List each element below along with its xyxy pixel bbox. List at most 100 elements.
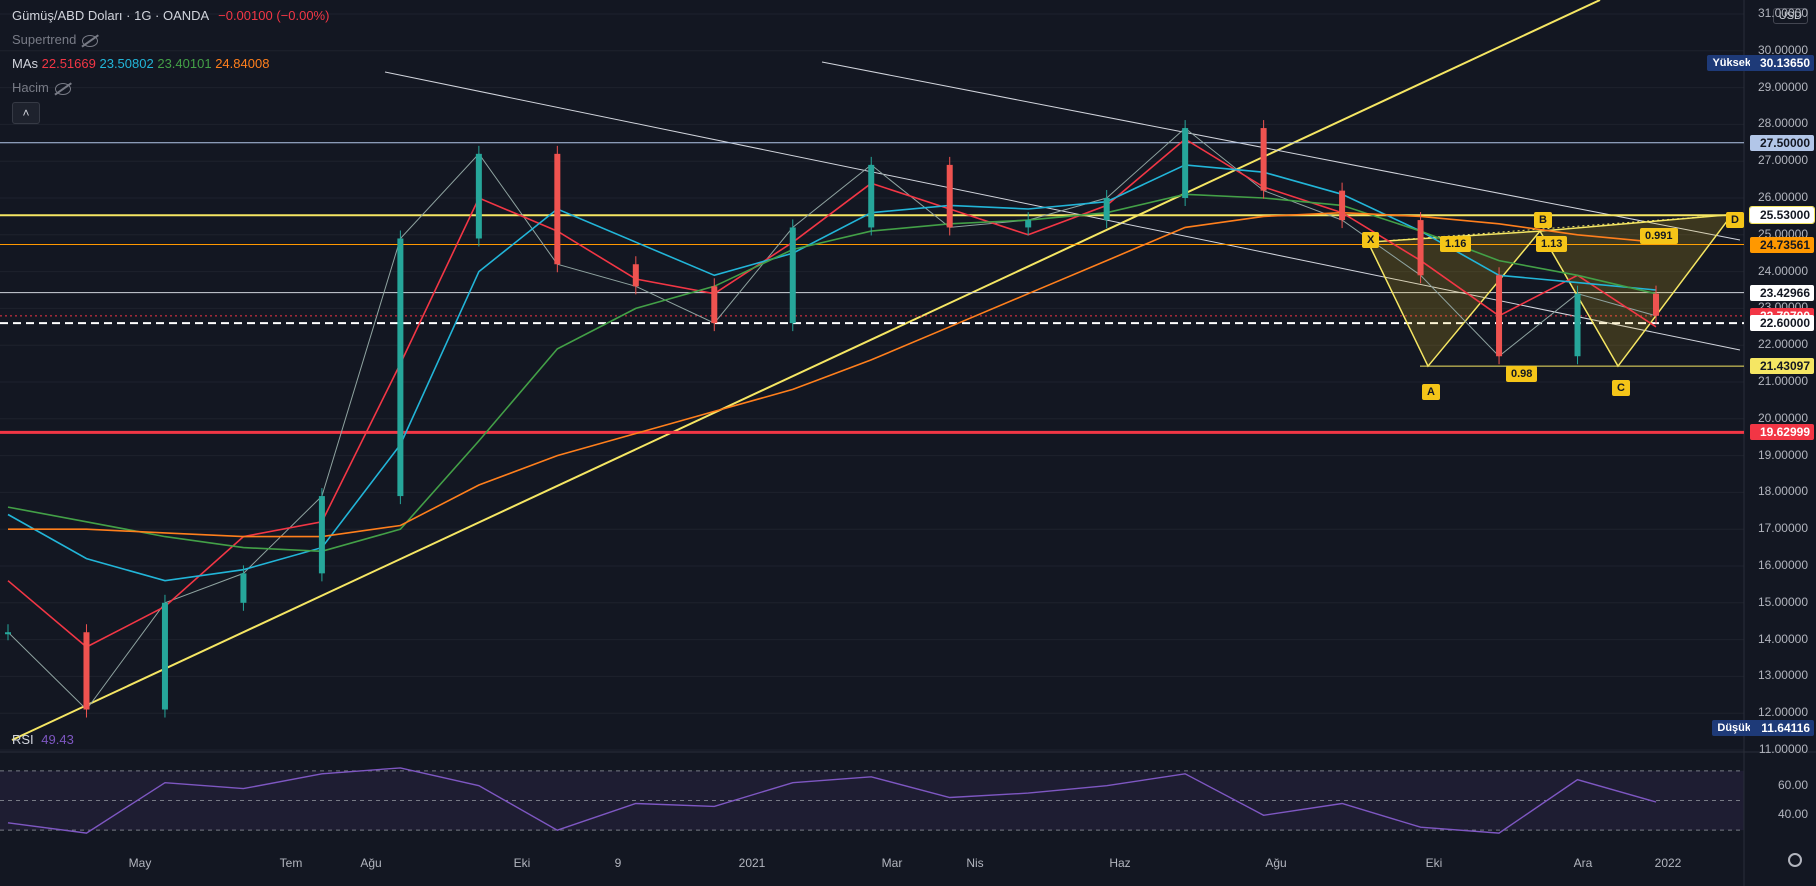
price-tag: 27.50000 [1750,134,1814,151]
candle-body [1339,190,1346,221]
extreme-price-tag: 11.64116 [1750,720,1814,736]
price-tick-label: 20.00000 [1757,410,1808,425]
harmonic-ratio-label: 1.16 [1440,236,1472,252]
harmonic-point-label: D [1726,212,1744,228]
harmonic-point-label: A [1422,384,1440,400]
candle-body [711,286,718,324]
symbol-title: Gümüş/ABD Doları · 1G · OANDA [12,8,209,23]
candle-body [1574,293,1581,357]
price-tag: 21.43097 [1750,358,1814,375]
time-tick-label: Ağu [360,856,382,870]
supertrend-label: Supertrend [12,32,77,47]
ascending-trendline [11,0,1601,741]
price-tick-label: 19.00000 [1757,447,1808,462]
symbol-legend: Gümüş/ABD Doları · 1G · OANDA −0.00100 (… [12,8,329,23]
price-change: −0.00100 (−0.00%) [218,8,330,23]
harmonic-point-label: C [1612,380,1630,396]
ma3-value: 23.40101 [157,56,212,71]
rsi-legend[interactable]: RSI 49.43 [12,732,74,747]
candle-body [5,632,11,635]
hidden-eye-icon[interactable] [54,82,71,95]
currency-button[interactable]: USD [1772,8,1808,24]
volume-label: Hacim [12,80,49,95]
extreme-price-tag: 30.13650 [1750,55,1814,71]
candle-body [240,573,247,603]
hidden-eye-icon[interactable] [82,34,99,47]
price-tick-label: 21.00000 [1757,374,1808,388]
time-tick-label: Ağu [1265,856,1287,870]
candle-body [1417,220,1424,276]
harmonic-ratio-label: 0.98 [1506,366,1538,382]
candle-body [1025,220,1032,228]
harmonic-ratio-label: 0.991 [1640,228,1678,244]
candle-body [554,153,561,265]
price-tick-label: 15.00000 [1757,594,1808,609]
price-tick-label: 30.00000 [1757,42,1808,57]
time-tick-label: Ara [1573,856,1593,870]
series-line-4 [8,211,1657,538]
price-tick-label: 14.00000 [1757,631,1808,646]
mas-label: MAs [12,56,38,71]
time-tick-label: Eki [513,856,531,870]
collapse-legend-button[interactable]: ˄ [12,102,40,124]
candle-body [161,602,168,710]
time-tick-label: 9 [614,856,622,870]
price-tick-label: 18.00000 [1757,484,1808,499]
supertrend-legend[interactable]: Supertrend [12,32,99,47]
settings-gear-icon[interactable] [1788,853,1802,867]
rsi-label: RSI [12,732,34,747]
candle-body [1496,275,1503,357]
candle-body [475,153,482,239]
ma1-value: 22.51669 [41,56,96,71]
candle-body [946,164,953,228]
candle-body [868,164,875,228]
price-tag: 22.60000 [1750,315,1814,332]
price-tag: 25.53000 [1749,206,1815,225]
price-tick-label: 22.00000 [1757,337,1808,352]
price-tag: 19.62999 [1750,424,1814,441]
price-tick-label: 26.00000 [1757,190,1808,204]
time-tick-label: Tem [279,856,303,870]
candle-body [397,238,404,497]
ma4-value: 24.84008 [215,56,270,71]
price-tick-label: 27.00000 [1757,153,1808,168]
harmonic-point-label: B [1534,212,1552,228]
harmonic-point-label: X [1362,232,1380,248]
candle-body [1653,293,1659,316]
low-label: Düşük [1712,720,1756,736]
price-tick-label: 28.00000 [1757,116,1808,131]
ma2-value: 23.50802 [99,56,154,71]
rsi-line [7,767,1657,834]
time-tick-label: Haz [1109,856,1131,870]
mas-legend[interactable]: MAs 22.51669 23.50802 23.40101 24.84008 [12,56,269,71]
price-tag: 24.73561 [1750,236,1814,253]
price-tick-label: 24.00000 [1757,263,1808,278]
candle-body [1103,198,1110,221]
price-tick-label: 16.00000 [1757,558,1808,572]
price-tag: 23.42966 [1750,284,1814,301]
time-tick-label: Mar [881,856,903,870]
rsi-tick-label: 40.00 [1777,807,1808,822]
price-tick-label: 13.00000 [1757,668,1808,683]
candle-body [1182,128,1189,198]
price-tick-label: 17.00000 [1757,521,1808,536]
harmonic-triangle-bcd [1538,213,1734,368]
rsi-value: 49.43 [41,732,74,747]
harmonic-xd-line [1367,214,1733,243]
price-tick-label: 12.00000 [1757,705,1808,720]
candle-body [318,496,325,574]
high-label: Yüksek [1707,55,1756,71]
time-tick-label: Nis [966,856,984,870]
candle-body [1260,128,1267,191]
volume-legend[interactable]: Hacim [12,80,71,95]
descending-trendline [384,71,1741,351]
time-tick-label: 2021 [738,856,766,870]
series-line-1 [7,138,1657,648]
time-tick-label: 2022 [1654,856,1682,870]
series-line-3 [7,193,1657,553]
harmonic-ratio-label: 1.13 [1536,236,1568,252]
price-tick-label: 31.00000 [1757,6,1808,20]
descending-trendline [821,61,1741,241]
series-line-0 [7,127,1657,711]
